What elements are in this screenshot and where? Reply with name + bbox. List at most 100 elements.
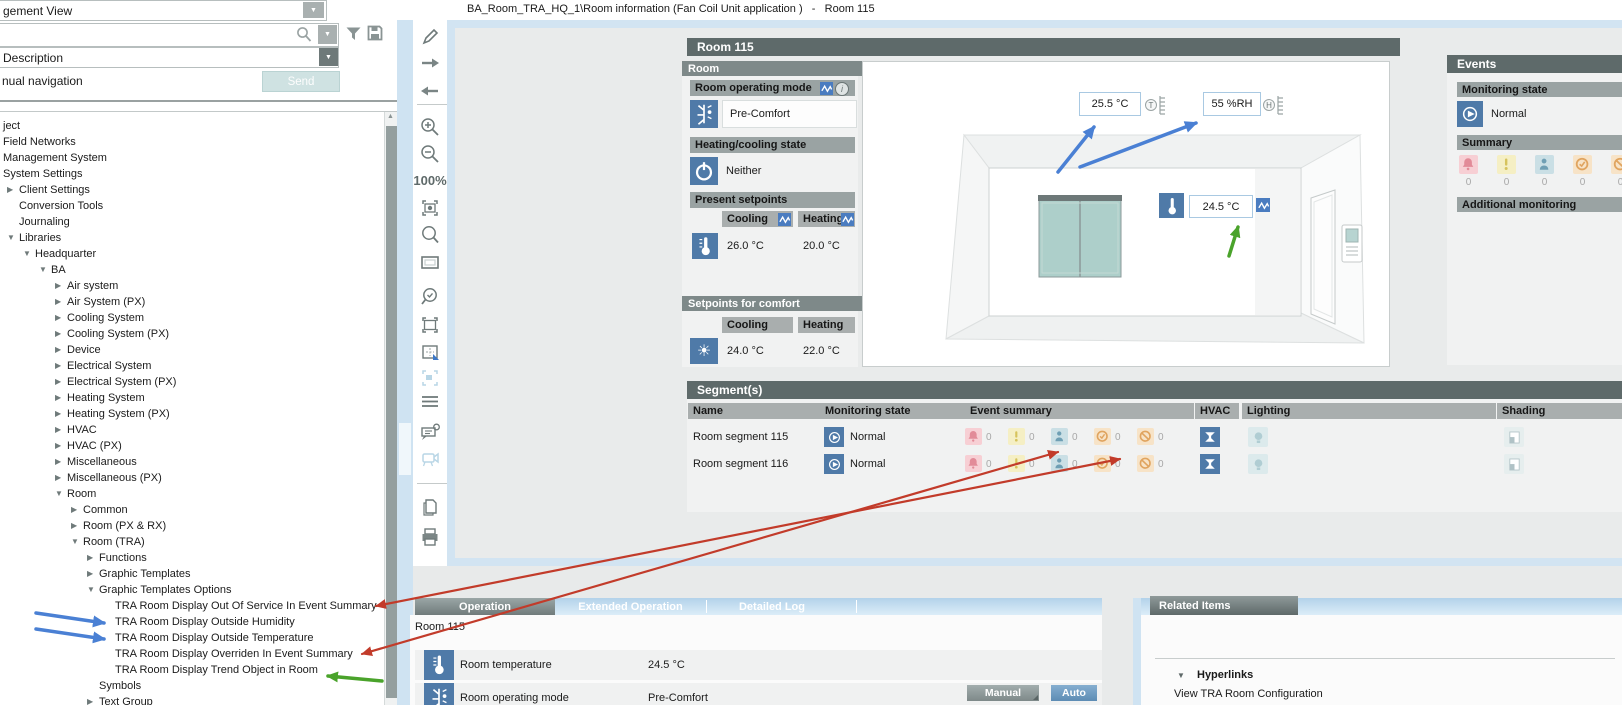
tab-related-items[interactable]: Related Items (1150, 596, 1298, 615)
column-monitoring-state[interactable]: Monitoring state (820, 403, 967, 419)
tree-item[interactable]: ▼ Libraries (0, 230, 383, 246)
expander-icon[interactable]: ▶ (55, 297, 62, 306)
selection-marquee-icon[interactable] (418, 313, 442, 337)
room-graphic-box[interactable]: 25.5 °C T 55 %RH H 24.5 °C (862, 61, 1390, 367)
scrollbar-thumb[interactable] (399, 423, 411, 475)
search-input[interactable] (0, 25, 291, 45)
expander-icon[interactable]: ▶ (55, 393, 62, 402)
tree-item[interactable]: ▶ Common (0, 502, 383, 518)
collapse-icon[interactable]: ▼ (1177, 671, 1185, 680)
expander-icon[interactable]: ▶ (55, 281, 62, 290)
room-temperature-box[interactable]: 24.5 °C (1189, 195, 1253, 218)
tree-item[interactable]: ▶ Heating System (PX) (0, 406, 383, 422)
expander-icon[interactable]: ▶ (55, 377, 62, 386)
hvac-icon[interactable] (1200, 427, 1220, 447)
trend-icon[interactable] (841, 212, 854, 226)
tree-item[interactable]: ▶ Electrical System (PX) (0, 374, 383, 390)
expander-icon[interactable]: ▶ (71, 521, 78, 530)
chevron-down-icon[interactable]: ▼ (318, 25, 337, 44)
expander-icon[interactable]: ▶ (55, 313, 62, 322)
expander-icon[interactable]: ▶ (7, 185, 14, 194)
table-row[interactable]: Room segment 116 Normal 0 0 0 0 0 (687, 451, 1622, 477)
hyperlink[interactable]: View TRA Room Configuration (1174, 688, 1323, 700)
tree-item[interactable]: ▶ HVAC (PX) (0, 438, 383, 454)
fit-view-icon[interactable] (418, 196, 442, 220)
table-row[interactable]: Room segment 115 Normal 0 0 0 0 0 (687, 424, 1622, 450)
tree-item[interactable]: ▶ Client Settings (0, 182, 383, 198)
copy-document-icon[interactable] (418, 495, 442, 519)
column-event-summary[interactable]: Event summary (965, 403, 1194, 419)
filter-by-combo[interactable]: Description ▼ (0, 47, 339, 68)
column-hvac[interactable]: HVAC (1195, 403, 1239, 419)
pane-layout-icon[interactable] (418, 340, 442, 364)
tree-item[interactable]: ▶ Electrical System (0, 358, 383, 374)
tree-scrollbar[interactable]: ▲ (384, 112, 397, 705)
outside-temperature-box[interactable]: 25.5 °C (1079, 92, 1141, 116)
tree-item[interactable]: ▶ Cooling System (0, 310, 383, 326)
tree-item[interactable]: ▶ Text Group (0, 694, 383, 705)
expander-icon[interactable]: ▼ (39, 265, 47, 274)
chevron-down-icon[interactable]: ▼ (303, 2, 324, 18)
comment-flag-icon[interactable] (418, 420, 442, 444)
scrollbar-thumb[interactable] (386, 126, 397, 698)
tree-item[interactable]: ▼ Room (TRA) (0, 534, 383, 550)
expander-icon[interactable]: ▼ (87, 585, 95, 594)
tree-item[interactable]: ▼ Graphic Templates Options (0, 582, 383, 598)
tab-detailed-log[interactable]: Detailed Log (712, 598, 832, 615)
tree-item[interactable]: ▼ Room (0, 486, 383, 502)
trend-icon[interactable] (778, 212, 791, 226)
column-shading[interactable]: Shading (1497, 403, 1622, 419)
back-arrow-icon[interactable] (418, 79, 442, 103)
tree-item[interactable]: ▶ Cooling System (PX) (0, 326, 383, 342)
tree-item[interactable]: ▼ Headquarter (0, 246, 383, 262)
tree-item[interactable]: ▶ Functions (0, 550, 383, 566)
tree-item[interactable]: ▶ Room (PX & RX) (0, 518, 383, 534)
info-icon[interactable]: i (835, 82, 849, 96)
expander-icon[interactable]: ▼ (23, 249, 31, 258)
expander-icon[interactable]: ▶ (55, 329, 62, 338)
tree-item[interactable]: TRA Room Display Trend Object in Room (0, 662, 383, 678)
manual-button[interactable]: Manual (967, 685, 1039, 701)
tree-item[interactable]: TRA Room Display Outside Temperature (0, 630, 383, 646)
expander-icon[interactable]: ▶ (55, 457, 62, 466)
expander-icon[interactable]: ▶ (55, 345, 62, 354)
tree-item[interactable]: ▶ Miscellaneous (PX) (0, 470, 383, 486)
zoom-level[interactable]: 100% (413, 173, 447, 188)
tree-item[interactable]: ject (0, 118, 383, 134)
magnifier-icon[interactable] (418, 223, 442, 247)
expander-icon[interactable]: ▶ (87, 569, 94, 578)
tree-item[interactable]: Symbols (0, 678, 383, 694)
tree-item[interactable]: Management System (0, 150, 383, 166)
expander-icon[interactable]: ▶ (55, 441, 62, 450)
trend-icon[interactable] (1256, 198, 1270, 212)
filter-icon[interactable] (344, 24, 363, 46)
tree-item[interactable]: ▶ Graphic Templates (0, 566, 383, 582)
expander-icon[interactable]: ▶ (55, 409, 62, 418)
expander-icon[interactable]: ▶ (71, 505, 78, 514)
chevron-down-icon[interactable]: ▼ (319, 48, 338, 66)
view-selector[interactable]: gement View ▼ (0, 0, 327, 21)
expander-icon[interactable]: ▶ (87, 553, 94, 562)
expander-icon[interactable]: ▶ (55, 473, 62, 482)
graphics-vertical-scrollbar[interactable] (397, 20, 413, 705)
tree-item[interactable]: ▶ Heating System (0, 390, 383, 406)
viewport-rect-icon[interactable] (418, 250, 442, 274)
tree-item[interactable]: ▶ Air system (0, 278, 383, 294)
tab-extended-operation[interactable]: Extended Operation (558, 598, 703, 615)
send-button[interactable]: Send (262, 71, 340, 92)
expander-icon[interactable]: ▶ (55, 361, 62, 370)
save-icon[interactable] (366, 24, 384, 45)
operation-row[interactable]: Room temperature 24.5 °C (415, 650, 1102, 680)
operation-row[interactable]: Room operating mode Pre-Comfort Manual A… (415, 683, 1102, 705)
annotate-pen-icon[interactable] (418, 25, 442, 49)
tree-item[interactable]: Field Networks (0, 134, 383, 150)
tree-item[interactable]: TRA Room Display Overriden In Event Summ… (0, 646, 383, 662)
column-name[interactable]: Name (688, 403, 823, 419)
tree-item[interactable]: Journaling (0, 214, 383, 230)
expander-icon[interactable]: ▼ (71, 537, 79, 546)
hvac-icon[interactable] (1200, 454, 1220, 474)
trend-icon[interactable] (820, 82, 833, 95)
zoom-in-icon[interactable] (418, 115, 442, 139)
search-check-icon[interactable] (418, 285, 442, 309)
expander-icon[interactable]: ▶ (87, 697, 94, 705)
